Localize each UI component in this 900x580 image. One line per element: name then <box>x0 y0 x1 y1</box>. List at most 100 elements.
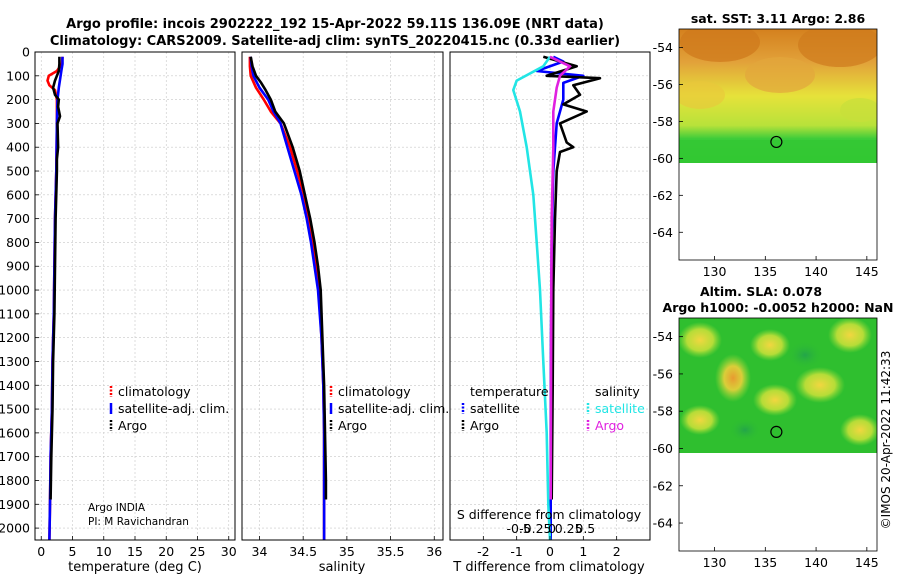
legend-label-t-argo: Argo <box>470 418 499 433</box>
sla-high-anomaly <box>795 367 845 403</box>
temperature-yticks: 0 100 200 300 400 500 600 700 800 900 1000 1100 1200… <box>0 45 39 536</box>
top-tick-label: 0.5 <box>575 521 595 536</box>
map-y-tick-label: -62 <box>653 188 673 203</box>
y-tick-label: 500 <box>6 164 30 179</box>
imos-credit: ©IMOS 20-Apr-2022 11:42:33 <box>879 351 893 530</box>
x-tick-label: 2 <box>613 544 621 559</box>
x-tick-label: -2 <box>477 544 489 559</box>
sla-high-anomaly <box>840 414 877 446</box>
y-tick-label: 1700 <box>0 449 30 464</box>
y-tick-label: 1600 <box>0 425 30 440</box>
sla-low-anomaly <box>729 418 761 442</box>
series-line-salinity-argo <box>549 55 572 500</box>
sla-map-title-line2: Argo h1000: -0.0052 h2000: NaN <box>663 300 894 315</box>
sla-high-anomaly <box>828 318 872 353</box>
argo-info-line2: PI: M Ravichandran <box>88 516 189 528</box>
x-tick-label: 35.5 <box>377 544 405 559</box>
x-tick-label: 35 <box>339 544 355 559</box>
top-tick-label: -0.5 <box>506 521 530 536</box>
map-x-tick-label: 140 <box>804 264 828 279</box>
sst-cool-band <box>679 140 877 163</box>
sst-map-field <box>679 29 877 163</box>
x-tick-label: 25 <box>190 544 206 559</box>
y-tick-label: 200 <box>6 92 30 107</box>
sst-argo-float-marker <box>770 135 783 149</box>
y-tick-label: 1900 <box>0 497 30 512</box>
legend-title-temperature: temperature <box>470 384 549 399</box>
salinity-xlabel: salinity <box>319 560 366 575</box>
y-tick-label: 900 <box>6 259 30 274</box>
map-y-tick-label: -60 <box>653 151 673 166</box>
legend-label-t-satellite: satellite <box>470 401 520 416</box>
sla-high-anomaly <box>680 405 720 435</box>
temperature-panel: 0 5 10 15 20 25 30 0 100 200 300 400 500 600 700 800 90… <box>0 45 237 576</box>
legend-label-s-satellite: satellite <box>595 401 645 416</box>
sla-high-anomaly <box>753 384 797 416</box>
y-tick-label: 700 <box>6 211 30 226</box>
map-y-tick-label: -60 <box>653 441 673 456</box>
map-y-tick-label: -56 <box>653 77 673 92</box>
map-y-tick-label: -64 <box>653 516 673 531</box>
sla-high-anomaly <box>715 354 751 402</box>
legend-label-satellite: satellite-adj. clim. <box>338 401 449 416</box>
y-tick-label: 600 <box>6 187 30 202</box>
sst-mid-patch <box>840 98 877 122</box>
salinity-axes-box <box>241 51 444 541</box>
map-x-tick-label: 145 <box>855 555 879 570</box>
sst-mid-patch <box>679 81 725 109</box>
legend-label-argo: Argo <box>338 418 367 433</box>
sst-map-ticks: 130 135 140 145 -54 -56 -58 -60 -62 -64 <box>653 40 879 279</box>
x-tick-label: 0 <box>37 544 45 559</box>
difference-xlabel: T difference from climatology <box>452 560 645 575</box>
top-tick-label: -0.25 <box>519 521 551 536</box>
legend-title-salinity: salinity <box>595 384 640 399</box>
difference-top-label: S difference from climatology <box>457 507 642 522</box>
sla-map: Altim. SLA: 0.078 Argo h1000: -0.0052 h2… <box>653 284 894 570</box>
temperature-xticks: 0 5 10 15 20 25 30 <box>37 536 237 559</box>
temperature-lines <box>46 56 64 540</box>
sla-map-ticks: 130 135 140 145 -54 -56 -58 -60 -62 -64 <box>653 329 879 570</box>
temperature-grid <box>35 51 235 540</box>
y-tick-label: 300 <box>6 116 30 131</box>
figure-title-line2: Climatology: CARS2009. Satellite-adj cli… <box>50 34 620 49</box>
y-tick-label: 400 <box>6 140 30 155</box>
series-line-temperature-argo <box>542 55 602 500</box>
y-tick-label: 1400 <box>0 378 30 393</box>
map-x-tick-label: 130 <box>703 264 727 279</box>
legend-label-argo: Argo <box>118 418 147 433</box>
map-y-tick-label: -54 <box>653 40 673 55</box>
series-line-temperature-satellite <box>535 55 585 540</box>
sla-map-title-line1: Altim. SLA: 0.078 <box>700 284 822 299</box>
salinity-panel: 34 34.5 35 35.5 36 salinity climatology sate… <box>241 51 449 575</box>
map-y-tick-label: -62 <box>653 478 673 493</box>
map-y-tick-label: -54 <box>653 329 673 344</box>
sla-high-anomaly <box>750 329 790 361</box>
series-line-salinity-satellite <box>511 56 552 540</box>
x-tick-label: 5 <box>69 544 77 559</box>
difference-xticks: -2 -1 0 1 2 <box>477 536 621 559</box>
y-tick-label: 1300 <box>0 354 30 369</box>
x-tick-label: 1 <box>579 544 587 559</box>
y-tick-label: 2000 <box>0 521 30 536</box>
series-line-argo <box>49 56 62 500</box>
sst-warm-patch <box>798 29 877 67</box>
sla-argo-float-marker <box>770 425 783 438</box>
x-tick-label: 0 <box>546 544 554 559</box>
sst-warm-patch <box>680 29 760 62</box>
argo-info-line1: Argo INDIA <box>88 502 146 514</box>
map-x-tick-label: 145 <box>855 264 879 279</box>
x-tick-label: 10 <box>96 544 112 559</box>
y-tick-label: 1100 <box>0 306 30 321</box>
map-x-tick-label: 135 <box>753 264 777 279</box>
x-tick-label: 36 <box>426 544 442 559</box>
x-tick-label: 34.5 <box>289 544 317 559</box>
map-y-tick-label: -58 <box>653 114 673 129</box>
salinity-xticks: 34 34.5 35 35.5 36 <box>252 536 442 559</box>
x-tick-label: 34 <box>252 544 268 559</box>
y-tick-label: 1800 <box>0 473 30 488</box>
y-tick-label: 1500 <box>0 402 30 417</box>
legend-label-climatology: climatology <box>338 384 411 399</box>
salinity-legend: climatology satellite-adj. clim. Argo <box>329 384 449 433</box>
